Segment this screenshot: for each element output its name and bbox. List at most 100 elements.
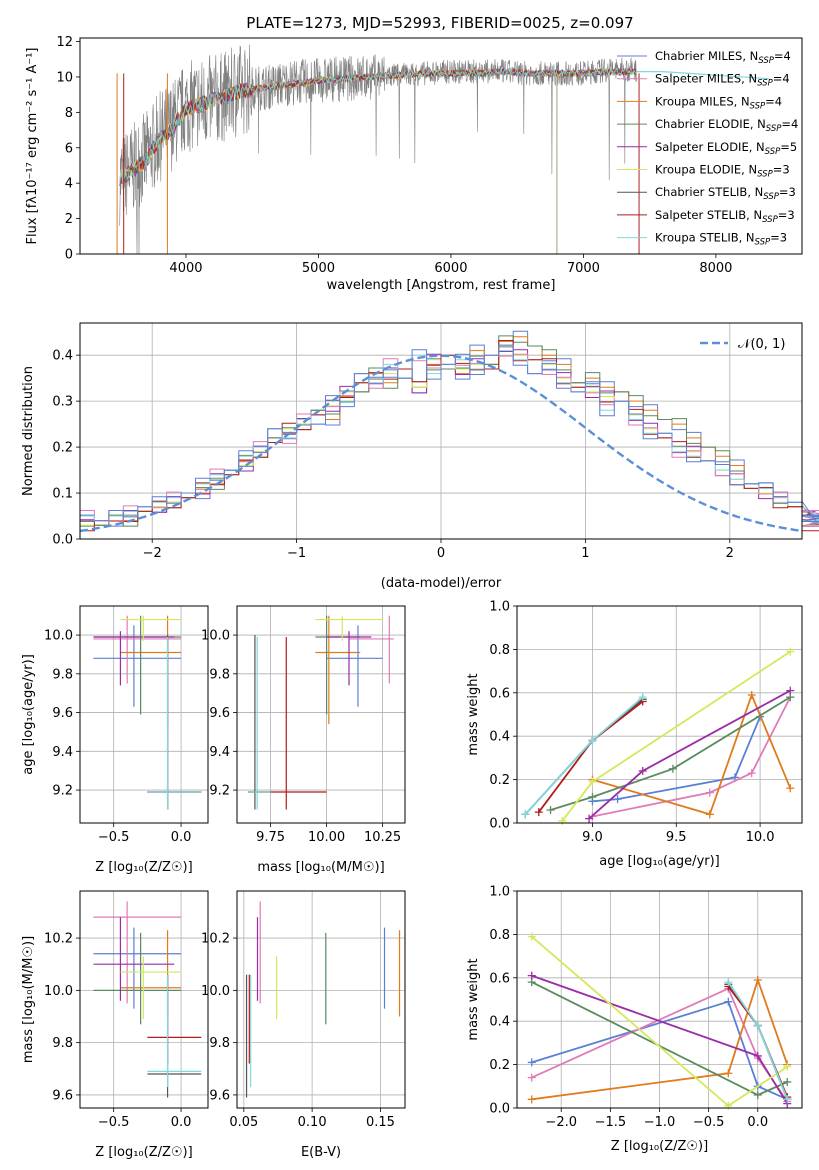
legend-nssp: =3 [778,208,795,222]
weight-marker [521,810,530,819]
legend-label-5: Kroupa ELODIE, NSSP=3 [655,163,790,180]
y-tick-label: 9.8 [209,1036,230,1051]
legend-model-name: Salpeter STELIB, N [655,208,762,222]
x-tick-label: 10.25 [364,830,401,845]
x-axis-label: Z [log₁₀(Z/Z☉)] [95,1145,192,1160]
y-tick-label: 0.6 [489,971,510,986]
y-tick-label: 4 [65,177,73,192]
panel-massweight-vs-age: 9.0 9.5 10.0 0.0 0.2 0.4 0.6 0.8 1.0 age [log₁₀(a… [466,600,802,869]
legend-subscript: SSP [763,192,779,202]
x-axis-label: E(B-V) [301,1145,341,1160]
histogram-step [79,336,819,539]
x-tick-label: −1 [287,546,306,561]
x-axis-label: Z [log₁₀(Z/Z☉)] [611,1139,708,1154]
x-tick-label: 4000 [169,261,202,276]
x-tick-label: −0.5 [98,830,130,845]
weight-marker [527,971,536,980]
y-tick-label: 10.0 [44,984,73,999]
weight-line-2 [531,977,789,1101]
panel-frame [516,605,803,824]
weight-marker [753,1051,762,1060]
legend-label-6: Chabrier STELIB, NSSP=3 [655,185,796,202]
y-tick-label: 12 [56,35,73,50]
panel-frame [516,890,803,1109]
y-tick-label: 9.8 [52,667,73,682]
panel-frame [79,890,209,1109]
x-tick-label: −0.5 [98,1115,130,1130]
model-tail [636,71,769,80]
weight-marker [747,690,756,699]
weight-marker [527,932,536,941]
weight-marker [527,1095,536,1104]
weight-line-7 [538,700,644,813]
panel-massweight-vs-Z: −2.0 −1.5 −1.0 −0.5 0.0 0.0 0.2 0.4 0.6 0.8 1.0 Z [… [466,885,802,1154]
panel-age-vs-mass: 9.75 10.00 10.25 9.2 9.4 9.6 9.8 10.0 mass [log₁… [201,606,405,875]
histogram-step [79,349,819,539]
spectrum-plot [116,44,769,254]
legend-subscript: SSP [758,56,774,66]
legend-nssp: =4 [765,94,782,108]
x-tick-label: −2.0 [545,1115,577,1130]
weight-line-2 [592,692,792,816]
y-tick-label: 9.6 [209,706,230,721]
y-axis-label: mass weight [466,673,481,755]
legend-label-7: Salpeter STELIB, NSSP=3 [655,208,795,225]
x-tick-label: 2 [726,546,734,561]
legend-label-2: Kroupa MILES, NSSP=4 [655,94,782,111]
gaussian-legend-label: 𝒩(0, 1) [738,337,785,352]
x-tick-label: −2 [143,546,162,561]
legend-nssp: =4 [773,72,790,86]
y-tick-label: 0.8 [489,643,510,658]
y-tick-label: 10.2 [44,932,73,947]
weight-marker [588,792,597,801]
weight-marker [753,1090,762,1099]
weight-marker [747,769,756,778]
weight-marker [783,1062,792,1071]
y-tick-label: 1.0 [489,885,510,900]
y-tick-label: 9.6 [52,706,73,721]
x-tick-label: 0.0 [747,1115,768,1130]
panel-residuals: −2 −1 0 1 2 0.0 0.1 0.2 0.3 0.4 (data-model)/error… [21,323,819,591]
y-tick-label: 0.8 [489,928,510,943]
x-tick-label: 9.5 [666,830,687,845]
x-tick-label: 0.10 [298,1115,327,1130]
legend-nssp: =3 [779,185,796,199]
panel-frame [236,890,406,1109]
legend-nssp: =3 [773,163,790,177]
y-axis-label: mass weight [466,958,481,1040]
weight-marker [705,788,714,797]
legend-subscript: SSP [766,124,782,134]
legend-nssp: =4 [774,49,791,63]
panel-frame [79,322,803,540]
y-tick-label: 10.0 [201,984,230,999]
x-tick-label: 0.05 [229,1115,258,1130]
panel-frame [79,605,209,824]
weight-marker [638,766,647,775]
weight-marker [724,997,733,1006]
weight-line-3 [550,696,791,811]
histogram-step [79,350,819,539]
y-axis-label: Flux [fλ10⁻¹⁷ erg cm⁻² s⁻¹ A⁻¹] [25,48,40,245]
legend-model-name: Kroupa ELODIE, N [655,163,757,177]
weight-marker [783,1077,792,1086]
x-axis-label: mass [log₁₀(M/M☉)] [257,860,384,875]
weight-marker [753,975,762,984]
x-tick-label: −1.0 [644,1115,676,1130]
legend-model-name: Salpeter ELODIE, N [655,140,765,154]
weight-marker [786,686,795,695]
y-tick-label: 10.0 [201,629,230,644]
weight-line-0 [592,716,761,803]
weight-marker [534,808,543,817]
x-tick-label: 1 [581,546,589,561]
weight-marker [705,810,714,819]
x-tick-label: 0.15 [366,1115,395,1130]
histogram-step [79,330,819,539]
y-tick-label: 0.0 [52,533,73,548]
x-tick-label: −0.5 [693,1115,725,1130]
x-axis-label: (data-model)/error [381,576,502,591]
figure-title: PLATE=1273, MJD=52993, FIBERID=0025, z=0… [246,14,633,32]
legend-subscript: SSP [757,170,773,180]
x-tick-label: 0 [437,546,445,561]
legend-model-name: Chabrier STELIB, N [655,185,763,199]
